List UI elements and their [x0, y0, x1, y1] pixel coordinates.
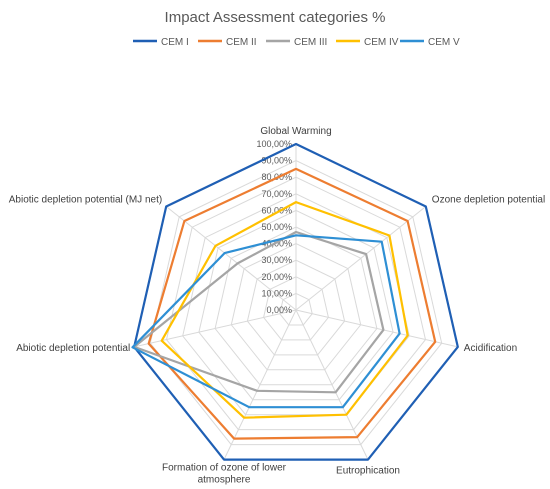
category-label-5: Formation of ozone of lower atmosphere: [162, 463, 287, 486]
category-label-7-line-1: Abiotic depletion potential (MJ net): [9, 195, 162, 206]
category-label-4-line-1: Eutrophication: [336, 466, 400, 477]
category-label-4: Eutrophication: [336, 466, 400, 477]
tick-label-5: 50,00%: [261, 222, 292, 232]
series-group: [131, 142, 459, 461]
legend-label-1: CEM I: [161, 37, 189, 48]
legend-label-5: CEM V: [428, 37, 460, 48]
category-label-5-line-1: Formation of ozone of lower: [162, 463, 287, 474]
radar-grid: [133, 143, 459, 461]
series-line-2: [147, 167, 437, 440]
category-label-2: Ozone depletion potential: [432, 195, 545, 206]
series-line-5: [131, 234, 401, 409]
category-label-5-line-2: atmosphere: [198, 475, 251, 486]
grid-ring-1: [279, 292, 313, 326]
grid-spoke-4: [295, 309, 369, 460]
tick-label-7: 70,00%: [261, 189, 292, 199]
grid-ring-3: [246, 259, 346, 356]
radial-tick-labels: 0,00%10,00%20,00%30,00%40,00%50,00%60,00…: [256, 139, 292, 315]
category-label-7: Abiotic depletion potential (MJ net): [9, 195, 162, 206]
tick-label-6: 60,00%: [261, 205, 292, 215]
legend-label-3: CEM III: [294, 37, 327, 48]
grid-ring-9: [149, 160, 443, 446]
category-labels: Global Warming Ozone depletion potential A…: [9, 126, 545, 486]
grid-spoke-3: [295, 309, 458, 348]
category-label-1: Global Warming: [260, 126, 331, 137]
category-label-2-line-1: Ozone depletion potential: [432, 195, 545, 206]
category-label-1-line-1: Global Warming: [260, 126, 331, 137]
category-label-3: Acidification: [464, 343, 517, 354]
tick-label-0: 0,00%: [266, 305, 292, 315]
series-line-1: [133, 142, 459, 461]
category-label-6-line-1: Abiotic depletion potential: [16, 343, 130, 354]
grid-ring-2: [263, 276, 329, 341]
legend-label-2: CEM II: [226, 37, 257, 48]
series-line-3: [133, 230, 385, 394]
grid-spoke-2: [295, 206, 427, 311]
grid-ring-4: [230, 243, 362, 371]
category-label-6: Abiotic depletion potential: [16, 343, 130, 354]
grid-ring-7: [182, 193, 410, 416]
grid-spoke-7: [165, 206, 297, 311]
grid-ring-8: [165, 176, 427, 431]
tick-label-1: 10,00%: [261, 288, 292, 298]
grid-spoke-5: [223, 309, 297, 460]
legend-label-4: CEM IV: [364, 37, 399, 48]
tick-label-3: 30,00%: [261, 255, 292, 265]
legend: CEM I CEM II CEM III CEM IV CEM V: [133, 37, 460, 48]
category-label-3-line-1: Acidification: [464, 343, 517, 354]
tick-label-9: 90,00%: [261, 156, 292, 166]
series-line-4: [160, 201, 409, 419]
chart-title: Impact Assessment categories %: [165, 9, 386, 26]
tick-label-2: 20,00%: [261, 272, 292, 282]
tick-label-10: 100,00%: [256, 139, 292, 149]
